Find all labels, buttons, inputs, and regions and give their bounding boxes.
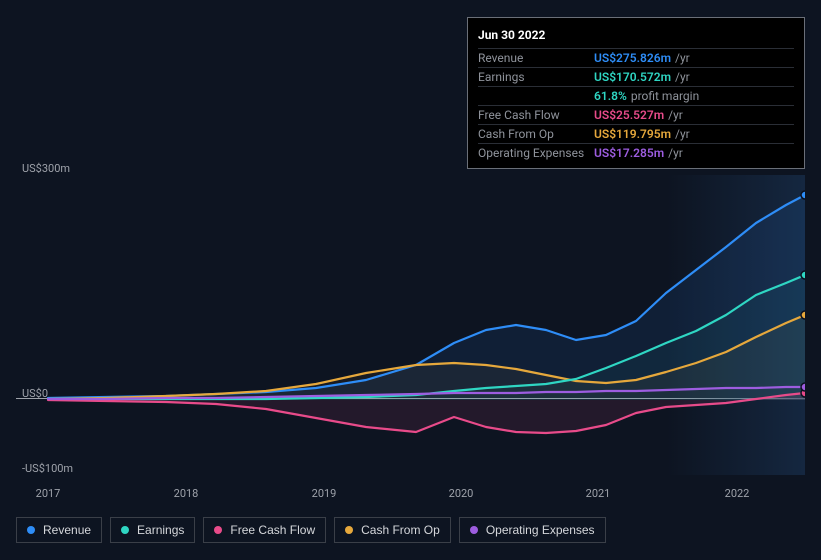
tooltip-row-label: Free Cash Flow [478, 108, 594, 122]
legend-item-operating-expenses[interactable]: Operating Expenses [459, 517, 606, 543]
tooltip-sub-value: 61.8% [594, 89, 627, 103]
legend-swatch [214, 526, 222, 534]
tooltip-row-value: US$17.285m [594, 146, 664, 160]
tooltip-row: Cash From OpUS$119.795m/yr [478, 124, 794, 143]
x-axis-label: 2019 [312, 487, 337, 500]
tooltip-row-value: US$25.527m [594, 108, 664, 122]
x-axis-label: 2022 [725, 487, 750, 500]
tooltip-sub-label: profit margin [631, 89, 699, 103]
tooltip-row-unit: /yr [675, 70, 690, 84]
series-end-marker-operating_expenses [801, 383, 805, 391]
legend-label: Operating Expenses [486, 523, 595, 537]
chart-svg [16, 175, 805, 475]
x-axis-label: 2021 [586, 487, 611, 500]
legend-swatch [470, 526, 478, 534]
tooltip-row-value: US$275.826m [594, 51, 671, 65]
tooltip-row-unit: /yr [675, 51, 690, 65]
chart-legend: Revenue Earnings Free Cash Flow Cash From O… [16, 517, 606, 543]
chart-tooltip: Jun 30 2022 RevenueUS$275.826m/yrEarning… [467, 17, 805, 169]
x-axis-label: 2017 [36, 487, 61, 500]
legend-item-revenue[interactable]: Revenue [16, 517, 102, 543]
legend-label: Cash From Op [361, 523, 440, 537]
legend-label: Earnings [137, 523, 184, 537]
tooltip-row-unit: /yr [668, 146, 683, 160]
tooltip-row: Operating ExpensesUS$17.285m/yr [478, 143, 794, 162]
tooltip-row-label: Cash From Op [478, 127, 594, 141]
tooltip-row: EarningsUS$170.572m/yr [478, 67, 794, 86]
tooltip-row-value: US$119.795m [594, 127, 671, 141]
tooltip-row: Free Cash FlowUS$25.527m/yr [478, 105, 794, 124]
legend-label: Free Cash Flow [230, 523, 315, 537]
series-end-marker-earnings [801, 271, 805, 279]
tooltip-sub-row: 61.8% profit margin [478, 86, 794, 105]
y-axis-label: US$300m [22, 162, 70, 175]
financial-chart-widget: Jun 30 2022 RevenueUS$275.826m/yrEarning… [0, 0, 821, 560]
tooltip-row-label: Operating Expenses [478, 146, 594, 160]
tooltip-row: RevenueUS$275.826m/yr [478, 48, 794, 67]
legend-swatch [27, 526, 35, 534]
legend-label: Revenue [43, 523, 91, 537]
series-end-marker-revenue [801, 191, 805, 199]
legend-item-cash-from-op[interactable]: Cash From Op [334, 517, 451, 543]
legend-swatch [345, 526, 353, 534]
tooltip-row-unit: /yr [675, 127, 690, 141]
series-end-marker-cash_from_op [801, 311, 805, 319]
legend-swatch [121, 526, 129, 534]
legend-item-free-cash-flow[interactable]: Free Cash Flow [203, 517, 326, 543]
legend-item-earnings[interactable]: Earnings [110, 517, 195, 543]
chart-plot-area [16, 175, 805, 475]
x-axis-label: 2020 [449, 487, 474, 500]
tooltip-row-value: US$170.572m [594, 70, 671, 84]
tooltip-row-label: Revenue [478, 51, 594, 65]
x-axis-label: 2018 [174, 487, 199, 500]
tooltip-row-label: Earnings [478, 70, 594, 84]
tooltip-date: Jun 30 2022 [478, 24, 794, 48]
tooltip-row-unit: /yr [668, 108, 683, 122]
